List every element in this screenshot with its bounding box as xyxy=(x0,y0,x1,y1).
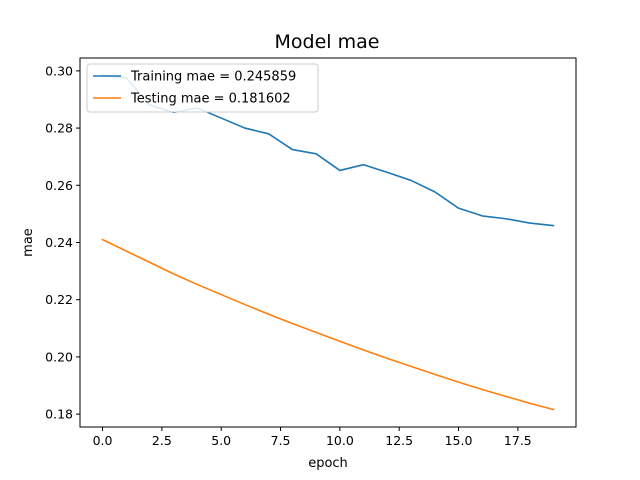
series-line-1 xyxy=(101,238,555,411)
x-tick-label: 12.5 xyxy=(385,433,413,448)
y-axis-label: mae xyxy=(21,228,36,257)
y-tick-label: 0.20 xyxy=(45,349,73,364)
legend-box xyxy=(86,63,319,113)
y-tick-label: 0.30 xyxy=(45,63,73,78)
y-axis-ticks: 0.18 0.20 0.22 0.24 0.26 0.28 0.30 xyxy=(45,63,80,422)
plot-frame xyxy=(79,57,577,428)
y-tick-label: 0.18 xyxy=(45,407,73,422)
x-tick-label: 7.5 xyxy=(271,433,291,448)
x-tick-label: 0.0 xyxy=(93,433,113,448)
y-tick-label: 0.28 xyxy=(45,121,73,136)
legend-label-0: Training mae = 0.245859 xyxy=(130,70,296,85)
y-tick-label: 0.24 xyxy=(45,235,73,250)
legend-label-1: Testing mae = 0.181602 xyxy=(130,92,291,107)
y-tick-label: 0.26 xyxy=(45,178,73,193)
x-tick-label: 10.0 xyxy=(326,433,354,448)
legend: Training mae = 0.245859 Testing mae = 0.1… xyxy=(86,63,319,113)
x-axis-ticks: 0.0 2.5 5.0 7.5 10.0 12.5 15.0 17.5 xyxy=(93,427,532,448)
x-axis-label: epoch xyxy=(308,456,348,471)
x-tick-label: 17.5 xyxy=(504,433,532,448)
x-tick-label: 2.5 xyxy=(152,433,172,448)
plot-area xyxy=(101,74,555,411)
x-tick-label: 15.0 xyxy=(445,433,473,448)
y-tick-label: 0.22 xyxy=(45,292,73,307)
chart-title: Model mae xyxy=(275,31,380,53)
x-tick-label: 5.0 xyxy=(211,433,231,448)
